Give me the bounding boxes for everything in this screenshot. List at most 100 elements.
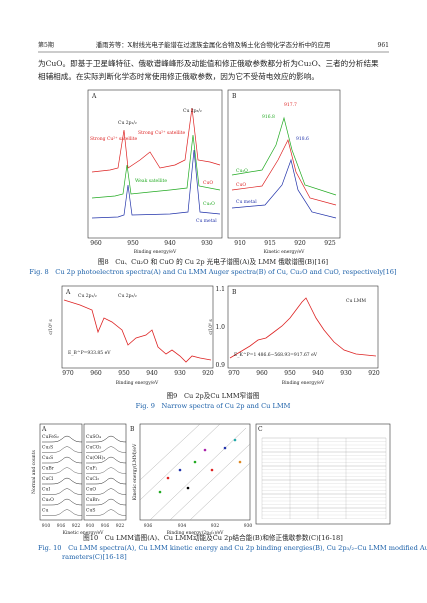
compound-label: Cu: [42, 508, 48, 514]
body-line: 相辅相成。在实际判断化学态时常使用修正俄歇参数，因为它不受荷电效应的影响。: [38, 71, 319, 81]
annotation: E_B^P=933.85 eV: [68, 349, 111, 356]
compound-label: Cu₃S: [42, 445, 53, 451]
point: [223, 446, 227, 450]
x-axis-label: Binding energy/eV: [116, 380, 159, 386]
annotation: Cu 2p₁/₂: [78, 293, 97, 299]
auger-curve: [86, 435, 127, 443]
panel-frame: [255, 423, 391, 525]
x-tick-label: 950: [284, 370, 296, 377]
compound-label: CuCl₂: [86, 476, 99, 482]
x-tick-label: 932: [211, 523, 220, 529]
compound-label: CuO: [86, 487, 96, 493]
annotation: Strong Cu²⁺ satellite: [138, 130, 186, 136]
annotation: Cu 2p₃/₂: [183, 108, 202, 114]
annotation: Cu LMM: [346, 298, 366, 304]
x-tick-label: 920: [202, 370, 214, 377]
compound-label: CuBr: [42, 466, 55, 472]
y-axis-label: c/10⁶ s: [48, 319, 54, 335]
caption-cn: 图10 Cu LMM谱图(A)、Cu LMM动能及Cu 2p结合能(B)和修正俄…: [83, 533, 343, 542]
x-tick-label: 920: [368, 370, 380, 377]
y-axis-label: Normal and counts: [31, 449, 37, 493]
x-axis-label: Binding energy/eV: [134, 249, 177, 255]
x-tick-label: 925: [324, 240, 336, 247]
x-tick-label: 970: [228, 370, 240, 377]
panel-label: B: [232, 93, 237, 100]
annotation: CuO: [203, 180, 213, 186]
curve-cuo: [231, 138, 337, 206]
y-axis-label: c/10⁶ s: [208, 319, 214, 335]
caption-en: Fig. 10 Cu LMM spectra(A), Cu LMM kineti…: [38, 544, 427, 552]
annotation: Cu₂O: [236, 168, 248, 174]
auger-curve: [86, 456, 127, 464]
body-line: 为CuO。即基于卫星峰特征、俄歇谱峰峰形及动能值和修正俄歇参数都分析为Cu₂O、…: [38, 58, 379, 68]
panel-label: B: [130, 426, 135, 433]
panel-label: A: [41, 426, 47, 433]
auger-curve: [86, 446, 127, 453]
panel-label: A: [65, 289, 71, 296]
caption-cn: 图8 Cu、Cu₂O 和 CuO 的 Cu 2p 光电子谱图(A)及 LMM 俄…: [98, 257, 328, 266]
x-tick-label: 940: [164, 240, 176, 247]
auger-curve: [42, 498, 83, 506]
x-tick-label: 930: [201, 240, 213, 247]
annotation: 917.7: [284, 102, 297, 108]
y-tick-label: 1.1: [215, 286, 225, 293]
panel-frame: [227, 89, 341, 239]
x-tick-label: 916: [101, 523, 110, 529]
curve-cu: [231, 158, 337, 219]
annotation: 916.8: [262, 114, 275, 120]
compound-label: Cu(OH)₂: [86, 454, 105, 461]
auger-curve: [86, 467, 127, 474]
compound-label: CuCl: [42, 476, 54, 482]
x-tick-label: 915: [264, 240, 276, 247]
point: [210, 468, 214, 472]
compound-label: Cu₂S: [42, 455, 53, 461]
caption-en: Fig. 9 Narrow spectra of Cu 2p and Cu LM…: [136, 402, 291, 410]
caption-en: rameters(C)[16-18]: [62, 553, 127, 561]
x-tick-label: 960: [90, 240, 102, 247]
panel-frame: [39, 423, 83, 521]
caption-en: Fig. 8 Cu 2p photoelectron spectra(A) an…: [29, 268, 396, 276]
panel-label: C: [258, 426, 263, 433]
x-tick-label: 922: [116, 523, 125, 529]
point: [203, 448, 207, 452]
curve-cu2o: [91, 134, 221, 199]
annotation: Weak satellite: [135, 178, 167, 184]
running-title: 潘雨芳等：X射线光电子能谱在过渡族金属化合物及稀土化合物化学态分析中的应用: [96, 40, 331, 49]
compound-label: CuI: [42, 487, 50, 493]
point: [238, 460, 242, 464]
point: [158, 490, 162, 494]
auger-curve: [42, 477, 83, 485]
x-tick-label: 920: [294, 240, 306, 247]
annotation: CuO: [236, 182, 246, 188]
point: [166, 476, 170, 480]
point: [178, 468, 182, 472]
compound-label: Cu₂O: [42, 497, 54, 503]
x-tick-label: 910: [42, 523, 51, 529]
panel-frame: [83, 423, 127, 521]
page-number: 961: [378, 42, 389, 49]
annotation: Cu 2p₃/₂: [118, 293, 137, 299]
x-axis-label: Binding energy(2p₃/₂)/eV: [167, 529, 225, 536]
x-tick-label: 910: [234, 240, 246, 247]
x-tick-label: 960: [256, 370, 268, 377]
auger-table: [261, 437, 387, 519]
compound-label: CuBr₂: [86, 497, 100, 503]
reference-lines: [139, 423, 251, 521]
curve-cu2o: [231, 116, 337, 196]
compound-label: CuCO₃: [86, 445, 101, 451]
point: [186, 486, 190, 490]
y-axis-label: Kinetic energy(LMM)/eV: [131, 443, 138, 500]
curve-cuo: [91, 107, 221, 173]
auger-curve: [42, 509, 83, 516]
x-tick-label: 930: [174, 370, 186, 377]
panel-frame: [61, 285, 214, 369]
x-tick-label: 970: [62, 370, 74, 377]
panel-frame: [227, 285, 379, 369]
x-tick-label: 910: [86, 523, 95, 529]
spectrum-curve: [63, 299, 212, 363]
auger-curve: [86, 488, 127, 495]
y-tick-label: 1.0: [215, 324, 225, 331]
compound-label: CuSO₄: [86, 434, 101, 440]
compound-label: CuF₂: [86, 466, 97, 472]
